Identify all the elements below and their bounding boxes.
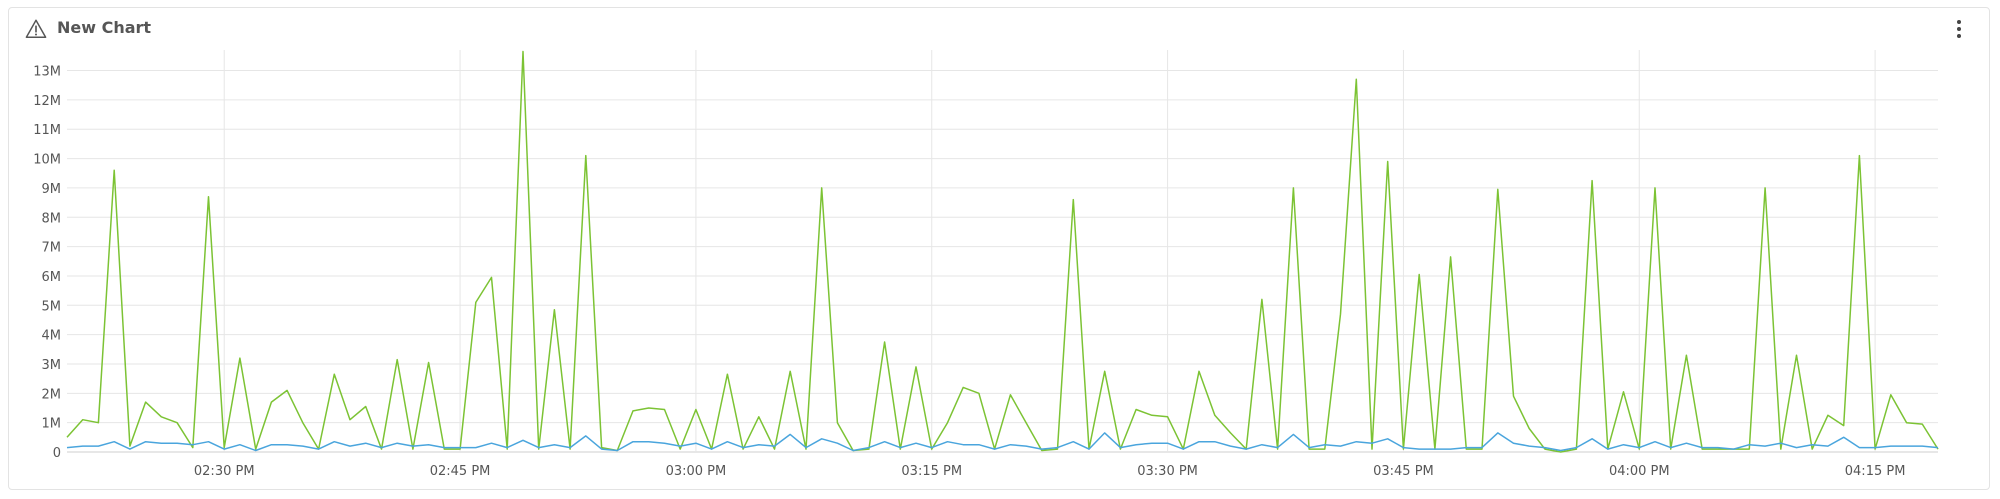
x-tick-label: 03:15 PM (901, 464, 962, 479)
y-tick-label: 13M (33, 65, 61, 80)
kebab-menu-icon[interactable] (1949, 16, 1969, 42)
x-tick-label: 03:00 PM (666, 464, 727, 479)
series-group (66, 50, 1939, 453)
x-tick-label: 04:00 PM (1609, 464, 1670, 479)
y-tick-label: 7M (42, 241, 62, 256)
y-tick-label: 1M (42, 417, 62, 432)
series-line-green[interactable] (66, 50, 1939, 453)
x-tick-label: 04:15 PM (1845, 464, 1906, 479)
chart-panel: New Chart (8, 7, 1990, 490)
chart-title: New Chart (57, 18, 152, 37)
x-axis: 02:30 PM 02:45 PM 03:00 PM 03:15 PM 03:30 PM… (194, 464, 1906, 479)
y-axis: 0 1M 2M 3M 4M 5M 6M 7M 8M 9M 10M 11M 12M 13M (33, 65, 61, 461)
y-tick-label: 6M (42, 270, 62, 285)
series-line-blue[interactable] (66, 432, 1939, 452)
x-tick-label: 02:30 PM (194, 464, 255, 479)
y-tick-label: 11M (33, 123, 61, 138)
y-tick-label: 10M (33, 153, 61, 168)
y-tick-label: 8M (42, 211, 62, 226)
y-tick-label: 4M (42, 329, 62, 344)
x-tick-label: 03:45 PM (1373, 464, 1434, 479)
y-tick-label: 9M (42, 182, 62, 197)
y-tick-label: 12M (33, 94, 61, 109)
warning-icon (25, 19, 47, 38)
y-tick-label: 2M (42, 387, 62, 402)
x-tick-label: 02:45 PM (430, 464, 491, 479)
grid-lines (67, 50, 1938, 453)
y-tick-label: 5M (42, 299, 62, 314)
x-tick-label: 03:30 PM (1137, 464, 1198, 479)
chart-header: New Chart (9, 8, 1989, 48)
y-tick-label: 3M (42, 358, 62, 373)
y-tick-label: 0 (53, 446, 61, 461)
